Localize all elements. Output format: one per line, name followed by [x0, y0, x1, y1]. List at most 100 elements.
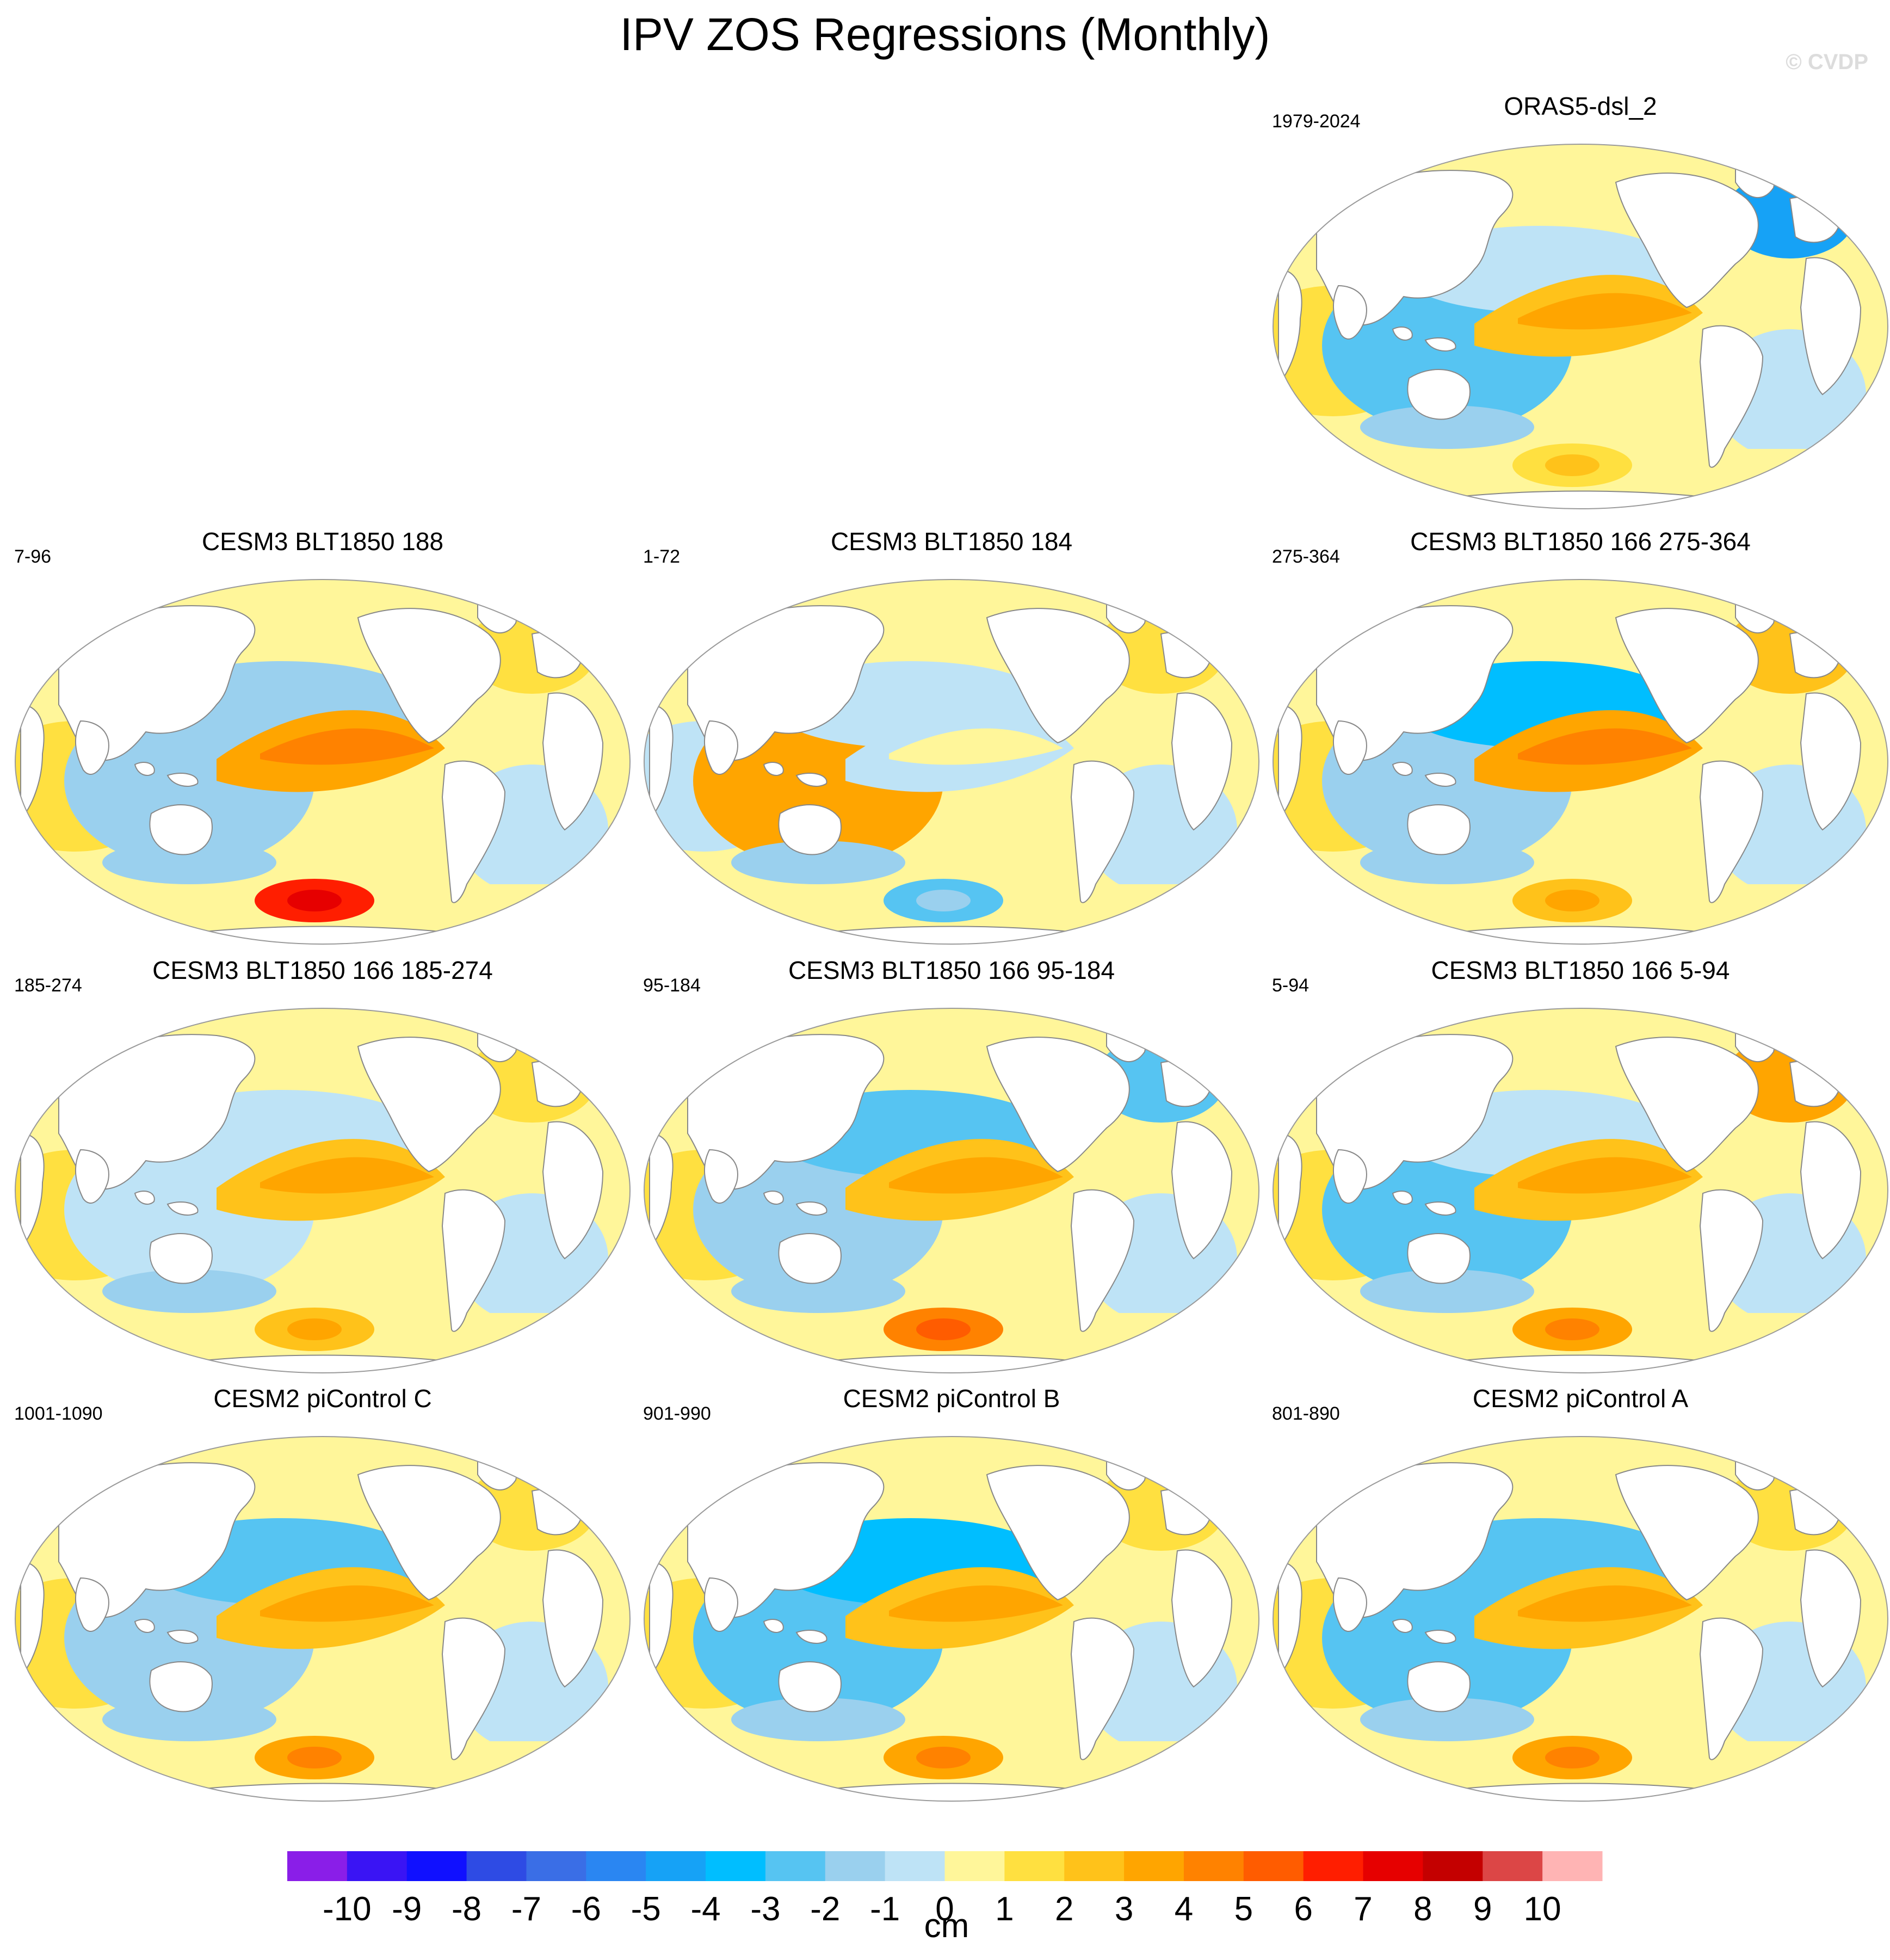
colorbar-box: [1423, 1851, 1483, 1881]
land-europe: [1789, 632, 1840, 679]
map-panel: CESM3 BLT1850 188 7-96: [10, 525, 635, 955]
land-southamerica: [1070, 1617, 1135, 1760]
colorbar-box: [347, 1851, 407, 1881]
land-maritime1: [134, 1191, 155, 1205]
land-india: [75, 1149, 109, 1204]
map-panel: CESM3 BLT1850 166 5-94 5-94: [1268, 954, 1890, 1384]
region-southern-anomaly-core: [287, 890, 342, 911]
land-africa_e: [542, 1121, 604, 1260]
panel-years-label: 185-274: [14, 975, 82, 996]
panel-title: CESM3 BLT1850 188: [201, 527, 444, 556]
land-maritime1: [1392, 1619, 1413, 1633]
land-europe: [1789, 196, 1840, 243]
land-africa: [1278, 704, 1302, 821]
region-south-indian: [102, 1269, 276, 1313]
land-africa: [1278, 1561, 1302, 1678]
land-africa: [649, 704, 674, 821]
land-maritime2: [1424, 1630, 1456, 1644]
colorbar-tick-label: -10: [323, 1890, 372, 1928]
colorbar-box: [825, 1851, 886, 1881]
panel-years-label: 1001-1090: [14, 1403, 103, 1424]
panel-title: CESM2 piControl C: [213, 1384, 432, 1413]
land-northamerica: [986, 1037, 1130, 1173]
colorbar-tick-label: -4: [690, 1890, 720, 1928]
map-panel: CESM3 BLT1850 184 1-72: [639, 525, 1264, 955]
land-africa: [20, 704, 45, 821]
land-northamerica: [1615, 1465, 1759, 1601]
land-antarctica: [1403, 926, 1758, 944]
colorbar-box: [466, 1851, 527, 1881]
land-maritime2: [795, 773, 827, 787]
map-svg: [15, 1008, 631, 1373]
map-outline: [644, 579, 1259, 945]
colorbar-tick-label: 10: [1524, 1890, 1561, 1928]
colorbar-tick-label: -8: [452, 1890, 481, 1928]
region-southern-anomaly-core: [1545, 454, 1599, 476]
region-southern-anomaly-core: [1545, 1318, 1599, 1340]
land-africa_e: [1171, 1121, 1233, 1260]
colorbar-tick-label: 5: [1234, 1890, 1253, 1928]
land-northamerica: [357, 1037, 501, 1173]
land-india: [1332, 720, 1367, 775]
colorbar-tick-label: 6: [1294, 1890, 1312, 1928]
land-southamerica: [1070, 760, 1135, 903]
land-northamerica: [986, 608, 1130, 744]
land-antarctica: [774, 1354, 1129, 1373]
land-maritime2: [166, 773, 199, 787]
land-southamerica: [1699, 325, 1764, 468]
land-antarctica: [1403, 1354, 1758, 1373]
land-maritime1: [1392, 326, 1413, 341]
colorbar-tick-label: 2: [1055, 1890, 1073, 1928]
region-east-pacific-core: [889, 1585, 1063, 1622]
colorbar-box: [765, 1851, 826, 1881]
colorbar-tick-label: 4: [1175, 1890, 1193, 1928]
panel-years-label: 275-364: [1272, 546, 1340, 567]
panel-title: CESM2 piControl A: [1472, 1384, 1689, 1413]
colorbar-box: [1303, 1851, 1364, 1881]
land-northamerica: [1615, 172, 1759, 309]
colorbar-tick-label: -9: [392, 1890, 422, 1928]
land-africa: [649, 1561, 674, 1678]
colorbar-tick-label: 8: [1413, 1890, 1432, 1928]
land-maritime2: [166, 1201, 199, 1216]
figure-title: IPV ZOS Regressions (Monthly): [620, 9, 1270, 60]
colorbar-box: [1124, 1851, 1184, 1881]
region-east-pacific-core: [260, 728, 434, 765]
land-antarctica: [774, 926, 1129, 944]
region-east-pacific-core: [260, 1157, 434, 1194]
map-svg: [15, 1436, 631, 1802]
map-panel: CESM2 piControl C 1001-1090: [10, 1382, 635, 1812]
land-northamerica: [1615, 1037, 1759, 1173]
colorbar-box: [1363, 1851, 1423, 1881]
colorbar-box: [1483, 1851, 1543, 1881]
land-europe: [531, 632, 582, 679]
map-svg: [644, 1436, 1259, 1802]
map-svg: [1273, 1008, 1888, 1373]
watermark: © CVDP: [1786, 50, 1868, 74]
land-antarctica: [145, 1783, 500, 1801]
land-maritime1: [134, 762, 155, 776]
colorbar-tick-label: -3: [750, 1890, 780, 1928]
land-maritime2: [166, 1630, 199, 1644]
colorbar-box: [1542, 1851, 1603, 1881]
land-maritime2: [795, 1630, 827, 1644]
colorbar-box: [526, 1851, 586, 1881]
land-northamerica: [1615, 608, 1759, 744]
map-panel: CESM2 piControl B 901-990: [639, 1382, 1264, 1812]
land-india: [1332, 1577, 1367, 1632]
land-maritime2: [795, 1201, 827, 1216]
colorbar-box: [646, 1851, 706, 1881]
land-europe: [531, 1061, 582, 1107]
land-southamerica: [1699, 1617, 1764, 1760]
land-australia: [149, 1233, 213, 1284]
map-outline: [644, 1008, 1259, 1373]
land-maritime1: [1392, 762, 1413, 776]
land-africa_e: [542, 1549, 604, 1688]
land-maritime2: [1424, 1201, 1456, 1216]
map-svg: [644, 579, 1259, 945]
colorbar-box: [944, 1851, 1005, 1881]
region-southern-anomaly-core: [1545, 890, 1599, 911]
panel-years-label: 95-184: [643, 975, 701, 996]
land-antarctica: [1403, 490, 1758, 509]
panel-title: CESM3 BLT1850 166 185-274: [152, 956, 493, 984]
